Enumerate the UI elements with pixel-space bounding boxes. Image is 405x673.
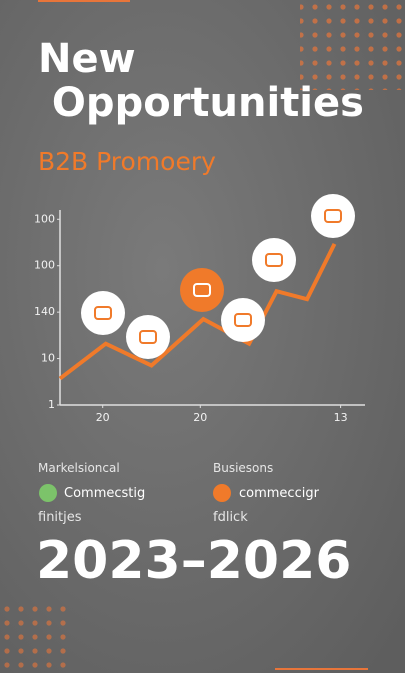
y-tick-label: 100: [34, 259, 55, 272]
legend-label: commeccigr: [239, 486, 320, 501]
badge-circle: [252, 238, 296, 282]
years: 2023–2026: [36, 531, 351, 591]
chart: 1 10 140 100 100 20 20 13: [34, 194, 365, 424]
badge-circle: [311, 194, 355, 238]
badge-icon: [234, 313, 252, 327]
icon-badge: [126, 315, 170, 359]
dot-pattern: [0, 600, 70, 673]
icon-badge: [252, 238, 296, 282]
info-note: fdlick: [213, 510, 248, 525]
badge-icon: [193, 283, 211, 297]
icon-badge: [81, 291, 125, 335]
badge-icon: [94, 306, 112, 320]
legend-dot: [213, 484, 231, 502]
x-tick-label: 13: [334, 411, 348, 424]
badge-circle: [81, 291, 125, 335]
legend-label: Commecstig: [64, 486, 145, 501]
legend-dot: [39, 484, 57, 502]
info-heading: Markelsioncal: [38, 461, 120, 475]
badge-icon: [324, 209, 342, 223]
badge-circle: [126, 315, 170, 359]
badge-circle: [221, 298, 265, 342]
badge-icon: [265, 253, 283, 267]
x-tick-label: 20: [193, 411, 207, 424]
icon-badge: [221, 298, 265, 342]
y-tick-label: 100: [34, 212, 55, 225]
title: New Opportunities: [38, 36, 364, 126]
info-heading: Busiesons: [213, 461, 273, 475]
y-tick-label: 1: [48, 398, 55, 411]
x-tick-label: 20: [96, 411, 110, 424]
y-tick-label: 10: [41, 352, 55, 365]
subtitle: B2B Promoery: [38, 147, 216, 176]
info-note: finitjes: [38, 510, 82, 525]
badge-icon: [139, 330, 157, 344]
badge-circle: [180, 268, 224, 312]
dot-pattern: [300, 0, 405, 90]
icon-badge: [311, 194, 355, 238]
y-tick-label: 140: [34, 305, 55, 318]
icon-badge: [180, 268, 224, 312]
